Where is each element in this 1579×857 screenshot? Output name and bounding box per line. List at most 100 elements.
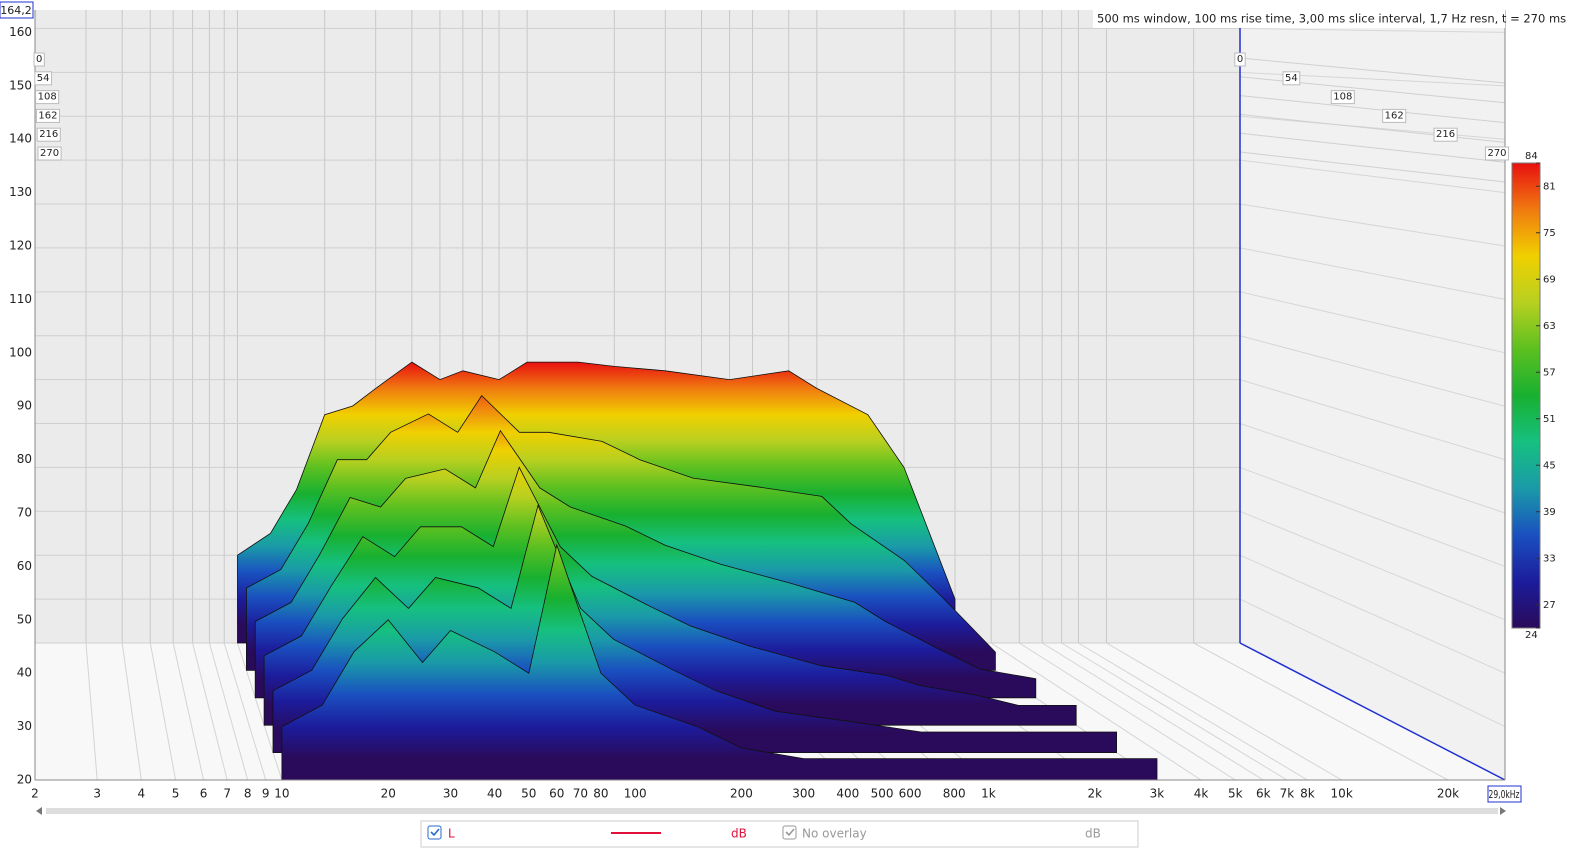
y-tick-label: 30 bbox=[17, 719, 32, 733]
colorbar-label: 33 bbox=[1543, 553, 1556, 564]
x-tick-label: 40 bbox=[487, 787, 502, 801]
x-tick-label: 300 bbox=[792, 787, 815, 801]
z-tick-box bbox=[35, 90, 60, 105]
scroll-left[interactable] bbox=[36, 807, 42, 815]
legend-panel bbox=[420, 820, 1139, 848]
z-tick-box bbox=[33, 52, 45, 67]
x-tick-label: 8k bbox=[1300, 787, 1315, 801]
z-tick-label: 108 bbox=[1333, 92, 1352, 103]
z-tick-box bbox=[34, 71, 53, 86]
z-tick-label: 270 bbox=[1487, 148, 1506, 159]
x-tick-label: 2 bbox=[31, 787, 39, 801]
x-tick-label: 60 bbox=[549, 787, 564, 801]
z-tick-label: 108 bbox=[38, 92, 57, 103]
z-tick-box bbox=[35, 108, 60, 123]
z-tick-label: 216 bbox=[39, 129, 58, 140]
x-tick-label: 10k bbox=[1331, 787, 1353, 801]
grid-line bbox=[1239, 247, 1506, 300]
x-tick-label: 20k bbox=[1437, 787, 1459, 801]
colorbar-scale bbox=[1511, 162, 1541, 629]
z-tick-label: 162 bbox=[1385, 110, 1404, 121]
legend-label: L bbox=[448, 827, 455, 841]
grid-line bbox=[1239, 423, 1506, 514]
grid-line bbox=[1239, 466, 1506, 567]
y-tick-label: 150 bbox=[9, 78, 32, 92]
grid-line bbox=[223, 642, 267, 781]
grid-line bbox=[1239, 95, 1506, 124]
grid-line bbox=[208, 642, 249, 781]
grid-line bbox=[1041, 642, 1264, 781]
grid-line bbox=[1239, 554, 1506, 674]
grid-line bbox=[1239, 151, 1506, 183]
colorbar-label: 27 bbox=[1543, 600, 1556, 611]
x-tick-label: 7 bbox=[223, 787, 231, 801]
colorbar-label: 84 bbox=[1525, 151, 1538, 162]
x-tick-label: 600 bbox=[899, 787, 922, 801]
z-tick-label: 162 bbox=[38, 110, 57, 121]
grid-line bbox=[1106, 642, 1342, 781]
x-tick-label: 400 bbox=[836, 787, 859, 801]
x-tick-label: 9 bbox=[262, 787, 270, 801]
grid-line bbox=[990, 642, 1202, 781]
x-tick-label: 7k bbox=[1280, 787, 1295, 801]
grid-line bbox=[1239, 203, 1506, 247]
slice bbox=[281, 543, 1158, 781]
z-tick-label: 270 bbox=[40, 148, 59, 159]
z-tick-box bbox=[1330, 90, 1355, 105]
grid-line bbox=[1078, 642, 1308, 781]
y-tick-label: 20 bbox=[17, 773, 32, 787]
y-tick-label: 60 bbox=[17, 559, 32, 573]
readout-box bbox=[0, 1, 34, 19]
legend-checkbox[interactable] bbox=[782, 825, 797, 840]
x-readout: 29,0kHz bbox=[1489, 788, 1520, 801]
x-tick-label: 8 bbox=[244, 787, 252, 801]
legend-unit: dB bbox=[731, 827, 747, 841]
y-tick-label: 100 bbox=[9, 345, 32, 359]
x-tick-label: 4 bbox=[138, 787, 146, 801]
colorbar-label: 51 bbox=[1543, 414, 1556, 425]
colorbar-label: 81 bbox=[1543, 181, 1556, 192]
y-tick-label: 40 bbox=[17, 666, 32, 680]
z-tick-box bbox=[1234, 52, 1246, 67]
legend-checkbox[interactable] bbox=[427, 825, 442, 840]
colorbar-label: 24 bbox=[1525, 630, 1538, 641]
grid-line bbox=[1239, 159, 1506, 194]
scroll-right[interactable] bbox=[1500, 807, 1506, 815]
colorbar-label: 63 bbox=[1543, 321, 1556, 332]
grid-line bbox=[1239, 27, 1506, 33]
x-tick-label: 5k bbox=[1228, 787, 1243, 801]
grid-line bbox=[172, 642, 205, 781]
grid-line bbox=[192, 642, 228, 781]
colorbar-label: 57 bbox=[1543, 367, 1556, 378]
grid-line bbox=[1239, 335, 1506, 407]
grid-line bbox=[121, 642, 142, 781]
side-wall bbox=[1240, 10, 1505, 780]
x-tick-label: 80 bbox=[593, 787, 608, 801]
z-tick-box bbox=[36, 127, 61, 142]
legend-label: No overlay bbox=[802, 827, 867, 841]
y-tick-label: 140 bbox=[9, 132, 32, 146]
y-tick-label: 80 bbox=[17, 452, 32, 466]
grid-line bbox=[149, 642, 177, 781]
x-tick-label: 100 bbox=[624, 787, 647, 801]
x-tick-label: 3k bbox=[1150, 787, 1165, 801]
y-tick-label: 70 bbox=[17, 506, 32, 520]
x-tick-label: 1k bbox=[981, 787, 996, 801]
colorbar: 84 81 75 69 63 57 51 45 39 33 27 24 bbox=[1511, 151, 1556, 641]
x-tick-label: 6k bbox=[1256, 787, 1271, 801]
grid-line bbox=[236, 642, 283, 781]
z-tick-box bbox=[37, 146, 62, 161]
x-tick-label: 800 bbox=[943, 787, 966, 801]
annotation: 500 ms window, 100 ms rise time, 3,00 ms… bbox=[1097, 12, 1566, 26]
y-tick-label: 50 bbox=[17, 612, 32, 626]
z-tick-label: 0 bbox=[36, 54, 42, 65]
grid-line bbox=[1239, 291, 1506, 354]
legend-unit: dB bbox=[1085, 827, 1101, 841]
x-tick-label: 3 bbox=[93, 787, 101, 801]
x-tick-label: 30 bbox=[443, 787, 458, 801]
colorbar-label: 39 bbox=[1543, 507, 1556, 518]
x-tick-label: 200 bbox=[730, 787, 753, 801]
z-tick-box bbox=[1433, 127, 1458, 142]
x-tick-label: 50 bbox=[521, 787, 536, 801]
